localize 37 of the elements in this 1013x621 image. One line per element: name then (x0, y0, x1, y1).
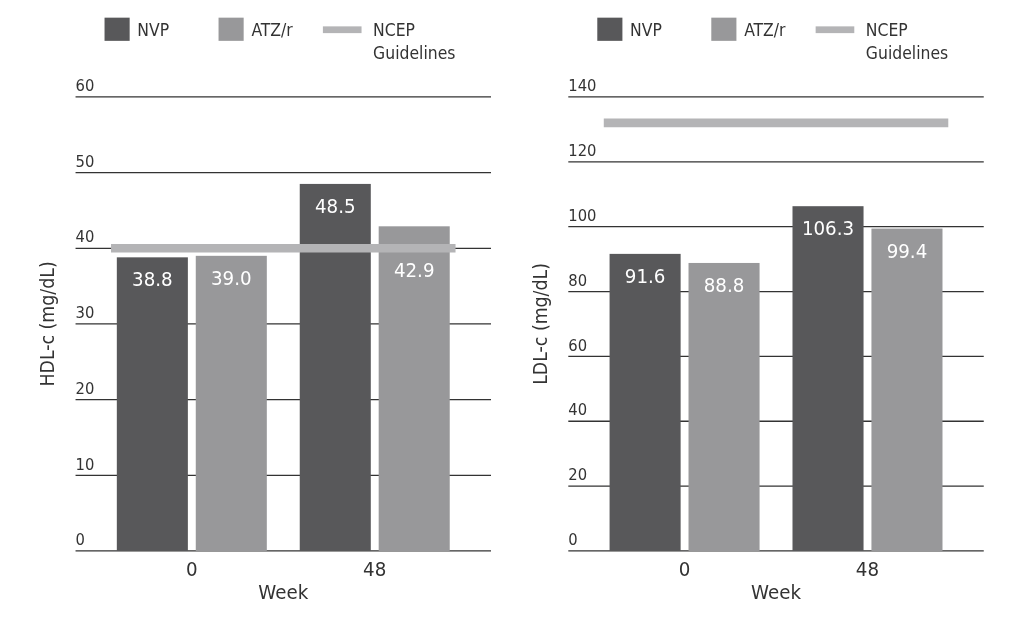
data-label: 91.6 (624, 263, 666, 288)
x-axis-title: Week (751, 580, 802, 605)
y-tick-label: 80 (568, 270, 588, 290)
y-axis-title: LDL-c (mg/dL) (529, 263, 553, 385)
data-label: 42.9 (393, 258, 435, 283)
y-axis-title: HDL-c (mg/dL) (36, 261, 60, 387)
y-tick-label: 140 (568, 76, 597, 96)
y-tick-label: 0 (75, 530, 85, 550)
data-label: 38.8 (132, 267, 173, 292)
data-label: 88.8 (703, 272, 745, 297)
y-tick-label: 40 (75, 227, 95, 247)
y-tick-label: 120 (568, 140, 597, 160)
legend-label: NCEP Guidelines (373, 20, 456, 64)
y-tick-label: 20 (568, 465, 588, 485)
legend-label: ATZ/r (251, 20, 294, 41)
y-tick-label: 20 (75, 378, 95, 398)
y-tick-label: 60 (75, 76, 95, 96)
y-tick-label: 40 (568, 400, 588, 420)
y-tick-label: 60 (568, 335, 588, 355)
data-label: 48.5 (314, 193, 356, 218)
x-axis-title: Week (258, 580, 309, 605)
x-tick-label: 48 (855, 557, 880, 582)
data-label: 39.0 (210, 265, 252, 290)
y-tick-label: 30 (75, 303, 95, 323)
x-tick-label: 0 (186, 557, 198, 582)
y-tick-label: 100 (568, 205, 597, 225)
y-tick-label: 50 (75, 151, 95, 171)
y-tick-label: 0 (568, 530, 578, 550)
data-label: 106.3 (801, 216, 855, 241)
legend-label: ATZ/r (744, 20, 787, 41)
x-tick-label: 0 (678, 557, 691, 582)
data-label: 99.4 (886, 238, 928, 263)
x-tick-label: 48 (363, 557, 387, 582)
legend-label: NCEP Guidelines (865, 20, 949, 64)
legend-label: NVP (137, 20, 170, 41)
y-tick-label: 10 (75, 454, 95, 474)
legend-label: NVP (630, 20, 662, 41)
